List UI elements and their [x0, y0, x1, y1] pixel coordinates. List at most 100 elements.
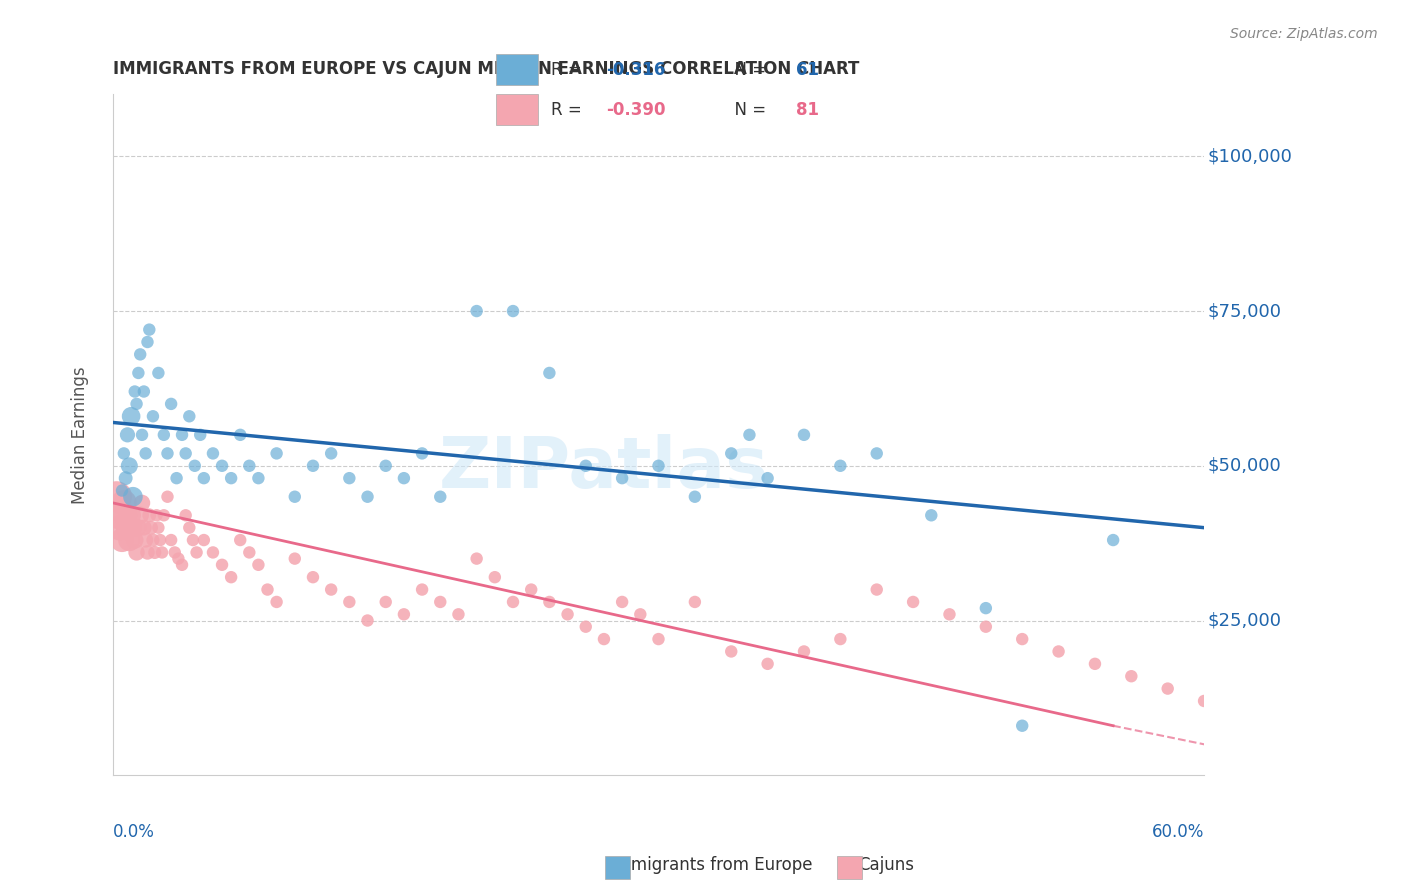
Point [738, 427, 761, 442]
Point [184, 458, 207, 473]
Point [337, 471, 360, 485]
Point [142, 533, 165, 547]
Point [135, 446, 157, 460]
Point [135, 533, 157, 547]
Point [938, 607, 960, 622]
Text: ZIPatlas: ZIPatlas [439, 434, 769, 503]
Point [114, 471, 136, 485]
Point [129, 508, 152, 523]
Point [143, 545, 166, 559]
Point [683, 490, 706, 504]
Point [238, 458, 260, 473]
Point [465, 551, 488, 566]
Point [465, 304, 488, 318]
Text: $25,000: $25,000 [1208, 612, 1282, 630]
Point [120, 508, 142, 523]
Point [114, 508, 136, 523]
Point [125, 397, 148, 411]
Point [148, 366, 170, 380]
Point [156, 490, 179, 504]
Point [557, 607, 579, 622]
Point [502, 595, 524, 609]
Point [284, 551, 307, 566]
Text: 61: 61 [796, 61, 818, 78]
Point [628, 607, 651, 622]
Point [174, 508, 197, 523]
Text: -0.316: -0.316 [606, 61, 665, 78]
Point [1011, 632, 1033, 646]
Point [124, 533, 146, 547]
Point [132, 384, 155, 399]
Point [1121, 669, 1143, 683]
Point [136, 545, 159, 559]
Text: Immigrants from Europe: Immigrants from Europe [593, 856, 813, 874]
Point [392, 607, 415, 622]
Point [150, 545, 173, 559]
Point [107, 508, 129, 523]
Point [118, 533, 141, 547]
Point [647, 632, 669, 646]
Text: $100,000: $100,000 [1208, 147, 1292, 165]
Point [129, 347, 152, 361]
Point [974, 620, 997, 634]
Point [429, 490, 451, 504]
Point [170, 427, 193, 442]
Point [148, 521, 170, 535]
Point [122, 490, 145, 504]
Point [142, 409, 165, 424]
Point [188, 427, 211, 442]
Point [284, 490, 307, 504]
Point [219, 570, 242, 584]
Point [181, 533, 204, 547]
Text: N =: N = [724, 61, 772, 78]
Point [149, 533, 172, 547]
Point [179, 521, 201, 535]
Bar [496, 54, 538, 85]
Text: 81: 81 [796, 101, 818, 119]
Point [593, 632, 616, 646]
Point [170, 558, 193, 572]
Text: R =: R = [551, 101, 592, 119]
Point [193, 533, 215, 547]
Point [136, 334, 159, 349]
Point [201, 545, 224, 559]
Point [610, 471, 633, 485]
Point [179, 409, 201, 424]
Point [756, 471, 779, 485]
Point [186, 545, 208, 559]
Point [647, 458, 669, 473]
Point [866, 582, 889, 597]
Text: -0.390: -0.390 [606, 101, 665, 119]
Text: 60.0%: 60.0% [1152, 823, 1204, 841]
Point [201, 446, 224, 460]
Point [374, 595, 396, 609]
Point [131, 496, 153, 510]
Point [575, 458, 598, 473]
Point [127, 521, 149, 535]
Point [211, 558, 233, 572]
Point [610, 595, 633, 609]
Point [117, 427, 139, 442]
Bar [496, 94, 538, 125]
Point [166, 471, 188, 485]
Point [1047, 644, 1070, 658]
Point [111, 483, 134, 498]
Point [193, 471, 215, 485]
Point [502, 304, 524, 318]
Point [1102, 533, 1125, 547]
Point [124, 384, 146, 399]
Point [520, 582, 543, 597]
Point [127, 366, 149, 380]
Point [793, 427, 815, 442]
Point [484, 570, 506, 584]
Point [153, 427, 176, 442]
Point [105, 490, 128, 504]
Point [429, 595, 451, 609]
Point [160, 397, 183, 411]
Point [160, 533, 183, 547]
Point [247, 471, 270, 485]
Point [211, 458, 233, 473]
Point [974, 601, 997, 615]
Point [302, 458, 325, 473]
Point [1084, 657, 1107, 671]
